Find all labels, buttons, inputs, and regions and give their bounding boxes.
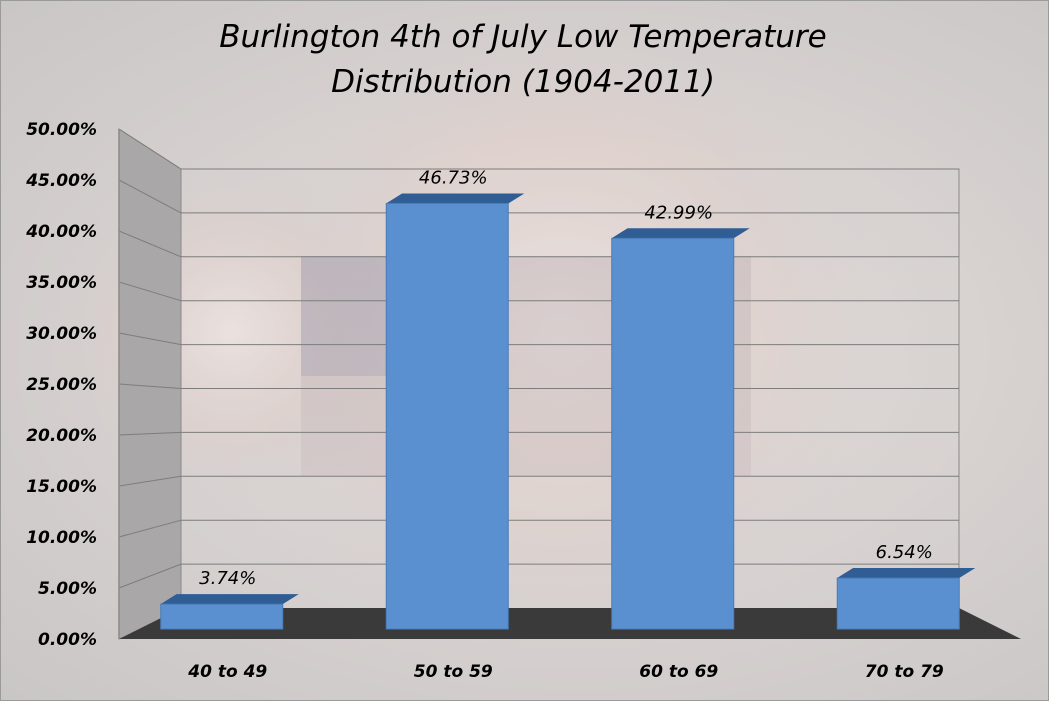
gridline-diagonal (118, 332, 182, 346)
chart-floor (119, 608, 1021, 639)
gridlines (118, 128, 959, 589)
x-tick-label: 40 to 49 (187, 662, 267, 682)
bar-front (611, 237, 735, 630)
bar-front (385, 202, 509, 630)
y-tick-label: 15.00% (26, 477, 97, 497)
gridline-diagonal (118, 179, 182, 214)
bar-top (611, 228, 750, 239)
data-label: 46.73% (419, 167, 488, 188)
chart-title-line-1: Burlington 4th of July Low Temperature (219, 19, 826, 55)
data-label: 3.74% (199, 568, 256, 589)
bar (160, 594, 299, 630)
bar (836, 568, 976, 630)
data-labels: 3.74% 46.73% 42.99% 6.54% (199, 167, 933, 589)
bar-group (160, 193, 976, 630)
y-tick-label: 20.00% (26, 426, 97, 446)
data-label: 42.99% (644, 202, 713, 223)
y-tick-label: 30.00% (26, 324, 97, 344)
bar-top (386, 193, 525, 204)
y-tick-label: 5.00% (38, 579, 97, 599)
x-tick-label: 50 to 59 (414, 662, 493, 682)
bar (611, 228, 750, 630)
bar-top (837, 568, 976, 579)
bar-front (160, 603, 284, 630)
chart-title-line-2: Distribution (1904-2011) (331, 64, 715, 100)
gridline-diagonal (118, 281, 182, 302)
y-tick-label: 0.00% (38, 630, 97, 650)
data-label: 6.54% (876, 542, 933, 563)
gridline-diagonal (118, 128, 182, 170)
y-tick-label: 10.00% (26, 528, 97, 548)
gridline-diagonal (118, 383, 182, 389)
bar-top (160, 594, 299, 605)
y-tick-label: 35.00% (26, 273, 97, 293)
bar (385, 193, 525, 630)
back-wall (180, 168, 960, 617)
y-axis-ticks: 0.00% 5.00% 10.00% 15.00% 20.00% 25.00% 30.00%… (25, 120, 97, 650)
x-tick-label: 70 to 79 (865, 662, 944, 682)
bar-front (836, 577, 960, 630)
gridline-diagonal (118, 230, 182, 258)
side-wall (118, 128, 182, 640)
x-tick-label: 60 to 69 (639, 662, 718, 682)
gridline-diagonal (118, 431, 182, 436)
y-tick-label: 25.00% (26, 375, 97, 395)
x-axis-labels: 40 to 49 50 to 59 60 to 69 70 to 79 (187, 662, 944, 682)
y-tick-label: 45.00% (25, 171, 97, 191)
gridline-diagonal (118, 519, 182, 538)
y-tick-label: 40.00% (25, 222, 97, 242)
gridline-diagonal (118, 475, 182, 487)
y-tick-label: 50.00% (26, 120, 97, 140)
gridline-diagonal (118, 563, 182, 589)
